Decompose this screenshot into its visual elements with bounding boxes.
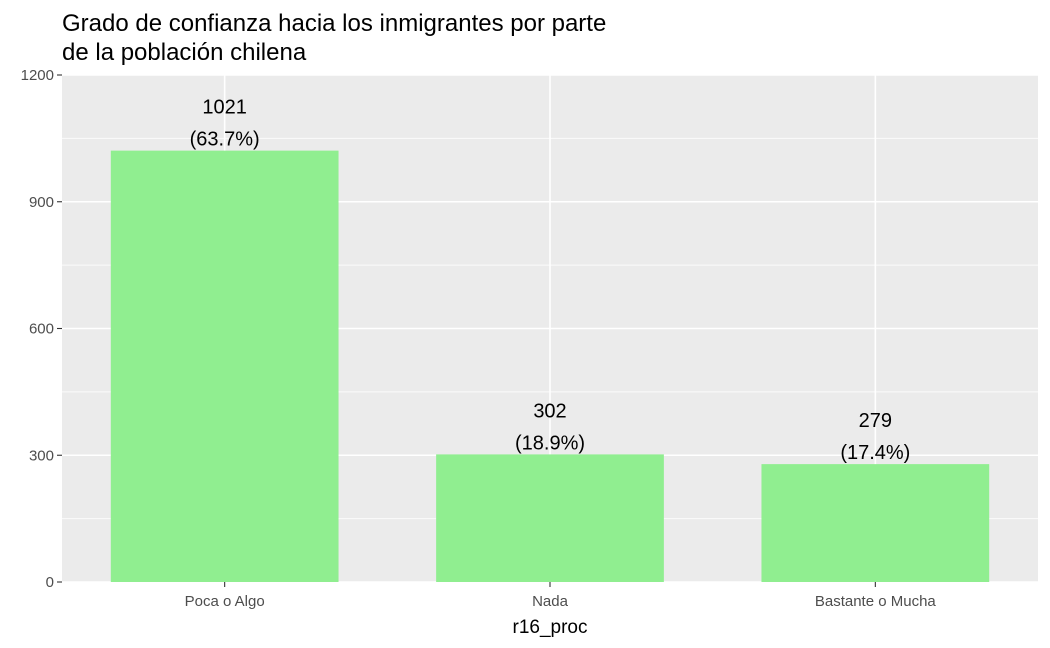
data-label-percent: (18.9%) [515,432,585,454]
x-axis-title: r16_proc [513,617,588,638]
x-tick-label: Bastante o Mucha [815,593,937,610]
chart-title-line-1: Grado de confianza hacia los inmigrantes… [62,10,606,37]
data-labels: 1021 (63.7%) 302 (18.9%) 279 (17.4%) [190,97,911,464]
data-label-percent: (17.4%) [840,442,910,464]
data-label-count: 279 [859,410,892,432]
y-tick-label: 900 [29,194,54,211]
chart-title-line-2: de la población chilena [62,39,307,66]
x-tick-label: Nada [532,593,569,610]
y-tick-label: 300 [29,447,54,464]
data-label-percent: (63.7%) [190,129,260,151]
y-axis: 0 300 600 900 1200 [21,67,62,591]
x-tick-label: Poca o Algo [185,593,265,610]
y-tick-label: 0 [46,574,54,591]
y-tick-label: 1200 [21,67,54,84]
bar-3 [761,464,990,582]
y-tick-label: 600 [29,321,54,338]
x-axis: Poca o Algo Nada Bastante o Mucha [185,582,937,610]
bar-2 [436,454,664,582]
bar-1 [110,150,339,582]
bars [110,150,990,582]
data-label-count: 1021 [202,97,247,119]
data-label-count: 302 [533,400,566,422]
